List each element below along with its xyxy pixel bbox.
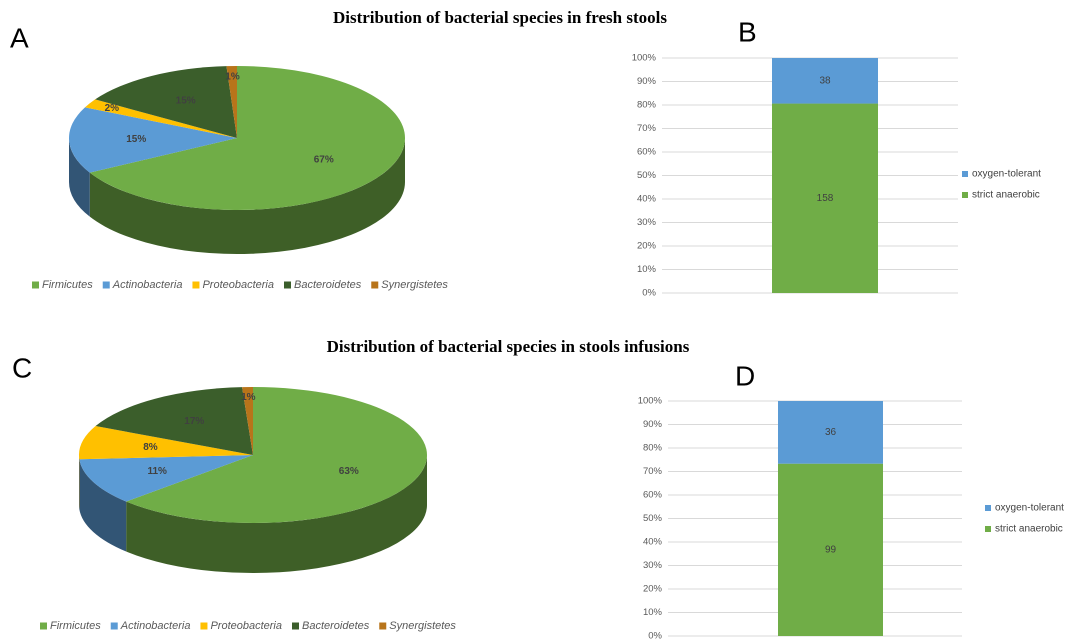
pie-side xyxy=(89,138,405,254)
y-tick-label: 20% xyxy=(637,241,657,252)
bar-segment xyxy=(778,401,883,464)
y-tick-label: 60% xyxy=(643,490,663,501)
pie-slice xyxy=(226,66,237,138)
pie-slice xyxy=(79,455,253,502)
legend-swatch xyxy=(371,281,379,289)
pie-slice xyxy=(95,387,253,455)
legend-label: Actinobacteria xyxy=(120,620,191,632)
legend-label: Synergistetes xyxy=(389,620,456,632)
panel-letter: D xyxy=(735,360,755,391)
data-label: 38 xyxy=(819,75,831,86)
bar-segment xyxy=(772,103,878,294)
panel-letter: A xyxy=(10,22,29,53)
legend-swatch xyxy=(985,526,991,532)
panel-letter: B xyxy=(738,16,757,47)
y-tick-label: 80% xyxy=(643,443,663,454)
pie-slice xyxy=(95,66,237,138)
slice-label: 11% xyxy=(147,466,167,477)
pie-side xyxy=(79,459,127,552)
slice-label: 67% xyxy=(314,155,334,166)
legend-label: Bacteroidetes xyxy=(302,620,370,632)
y-tick-label: 40% xyxy=(637,194,657,205)
y-tick-label: 40% xyxy=(643,537,663,548)
legend-label: Firmicutes xyxy=(42,279,93,291)
y-tick-label: 20% xyxy=(643,584,663,595)
y-tick-label: 70% xyxy=(637,123,657,134)
legend-swatch xyxy=(110,622,118,630)
y-tick-label: 50% xyxy=(637,170,657,181)
panel-letter: C xyxy=(12,352,32,383)
legend-label: Bacteroidetes xyxy=(294,279,362,291)
data-label: 36 xyxy=(825,427,837,438)
data-label: 158 xyxy=(817,193,834,204)
slice-label: 2% xyxy=(105,103,120,114)
pie-side xyxy=(126,455,428,573)
y-tick-label: 0% xyxy=(648,631,662,640)
pie-slice xyxy=(69,107,238,173)
legend-swatch xyxy=(200,622,208,630)
slice-label: 1% xyxy=(225,71,240,82)
y-tick-label: 80% xyxy=(637,100,657,111)
y-tick-label: 90% xyxy=(643,419,663,430)
slice-label: 63% xyxy=(339,466,359,477)
y-tick-label: 50% xyxy=(643,513,663,524)
y-tick-label: 90% xyxy=(637,76,657,87)
bar-segment xyxy=(772,58,878,104)
bar-segment xyxy=(778,463,883,636)
y-tick-label: 100% xyxy=(632,53,657,64)
y-tick-label: 10% xyxy=(637,264,657,275)
slice-label: 15% xyxy=(176,95,196,106)
legend-swatch xyxy=(379,622,387,630)
pie-slice xyxy=(242,387,253,455)
y-tick-label: 30% xyxy=(637,217,657,228)
y-tick-label: 30% xyxy=(643,560,663,571)
legend-swatch xyxy=(292,622,299,630)
legend-swatch xyxy=(962,192,968,198)
pie-side xyxy=(69,138,90,217)
data-label: 99 xyxy=(825,544,837,555)
y-tick-label: 100% xyxy=(638,396,663,407)
legend-label: Actinobacteria xyxy=(112,279,183,291)
chart-title: Distribution of bacterial species in sto… xyxy=(327,337,690,356)
slice-label: 1% xyxy=(241,392,256,403)
slice-label: 17% xyxy=(184,416,204,427)
pie-slice xyxy=(126,387,428,523)
chart-title: Distribution of bacterial species in fre… xyxy=(333,8,667,27)
legend-swatch xyxy=(284,281,291,289)
legend-swatch xyxy=(102,281,110,289)
legend-swatch xyxy=(985,505,991,511)
legend-label: oxygen-tolerant xyxy=(995,503,1064,514)
legend-label: Proteobacteria xyxy=(210,620,282,632)
legend-label: strict anaerobic xyxy=(972,190,1040,201)
pie-slice xyxy=(84,99,238,138)
pie-slice xyxy=(78,426,253,460)
y-tick-label: 60% xyxy=(637,147,657,158)
legend-swatch xyxy=(962,171,968,177)
y-tick-label: 70% xyxy=(643,466,663,477)
legend-swatch xyxy=(40,622,47,630)
y-tick-label: 0% xyxy=(642,288,656,299)
legend-label: Proteobacteria xyxy=(202,279,274,291)
legend-label: Synergistetes xyxy=(381,279,448,291)
pie-slice xyxy=(89,66,406,211)
slice-label: 15% xyxy=(126,134,146,145)
legend-swatch xyxy=(192,281,200,289)
legend-label: Firmicutes xyxy=(50,620,101,632)
y-tick-label: 10% xyxy=(643,607,663,618)
legend-label: oxygen-tolerant xyxy=(972,169,1041,180)
legend-swatch xyxy=(32,281,39,289)
slice-label: 8% xyxy=(143,442,158,453)
legend-label: strict anaerobic xyxy=(995,524,1063,535)
